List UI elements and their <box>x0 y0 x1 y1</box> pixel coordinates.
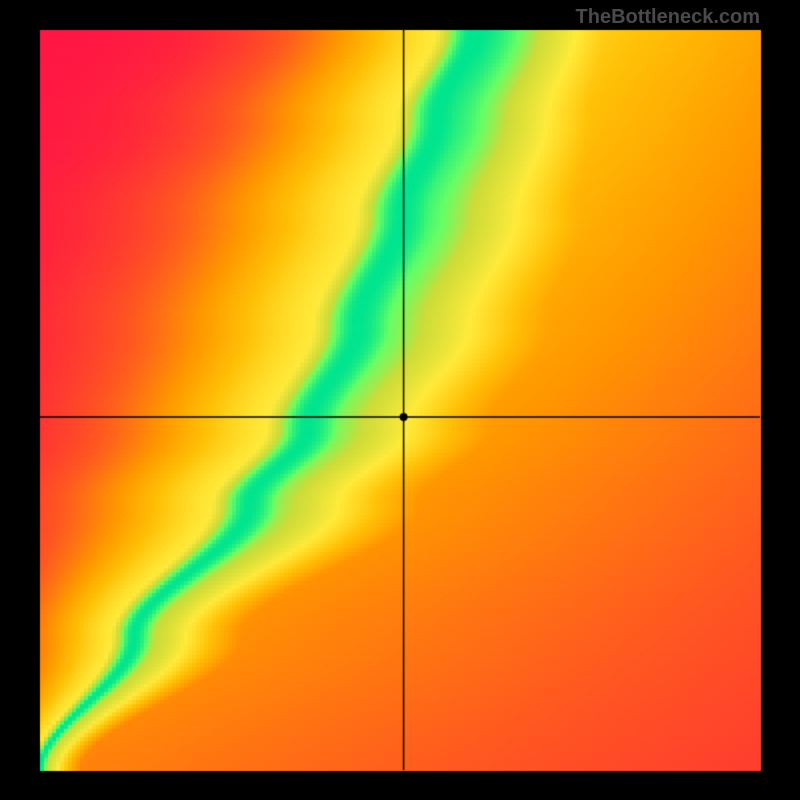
bottleneck-heatmap <box>0 0 800 800</box>
attribution-label: TheBottleneck.com <box>576 6 760 29</box>
